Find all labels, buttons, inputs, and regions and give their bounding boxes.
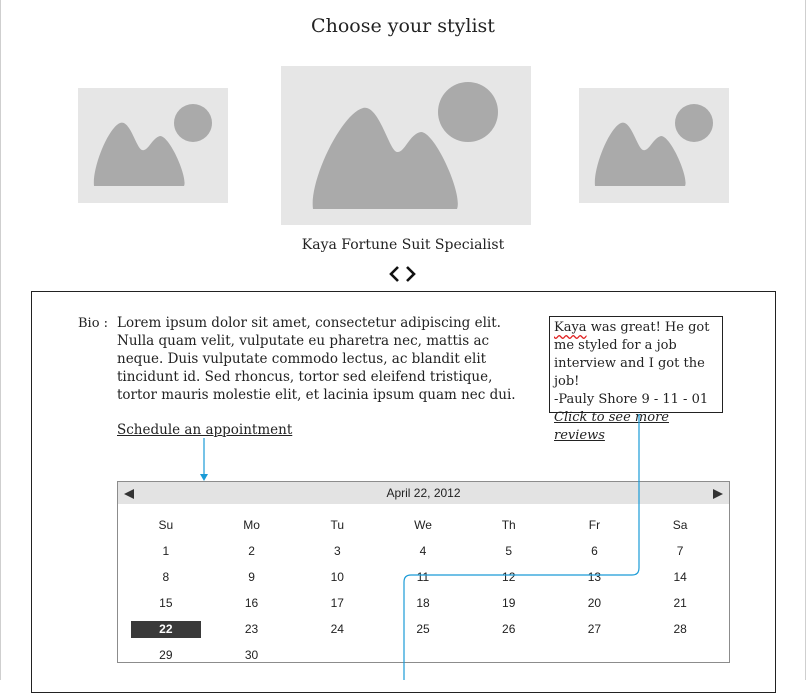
more-reviews-link[interactable]: Click to see more reviews [554, 410, 669, 443]
page-left-border [0, 0, 1, 680]
review-card: Kaya was great! He got me styled for a j… [549, 316, 723, 443]
calendar-day[interactable]: 11 [416, 570, 430, 584]
weekday-header: Sa [672, 518, 688, 532]
chevron-left-icon[interactable] [387, 264, 401, 284]
calendar-day[interactable]: 7 [676, 544, 684, 558]
weekday-header: We [414, 518, 432, 532]
calendar-empty-cell [552, 645, 638, 665]
calendar-day[interactable]: 8 [162, 570, 170, 584]
weekday-header: Th [501, 518, 516, 532]
schedule-appointment-link[interactable]: Schedule an appointment [117, 422, 293, 438]
carousel-nav [387, 264, 419, 284]
stylist-photo-next[interactable] [579, 88, 729, 203]
stylist-name-caption: Kaya Fortune Suit Specialist [301, 237, 505, 253]
calendar-day[interactable]: 27 [587, 622, 602, 636]
calendar-empty-cell [294, 645, 380, 665]
calendar-day[interactable]: 26 [502, 622, 516, 636]
triangle-right-icon[interactable] [712, 487, 724, 499]
calendar-day[interactable]: 13 [587, 570, 602, 584]
review-author: -Pauly Shore 9 - 11 - 01 [554, 392, 709, 407]
appointment-calendar: April 22, 2012 Su Mo Tu We Th Fr Sa 1 2 3 4 5 6 7 8 9 10… [117, 481, 730, 663]
review-text: was great! He got me styled for a job in… [554, 320, 710, 389]
weekday-header: Fr [588, 518, 601, 532]
calendar-day[interactable]: 17 [330, 596, 344, 610]
page-title: Choose your stylist [311, 15, 495, 37]
calendar-day[interactable]: 29 [159, 648, 173, 662]
calendar-day[interactable]: 30 [244, 648, 259, 662]
calendar-day[interactable]: 12 [502, 570, 516, 584]
calendar-day[interactable]: 23 [244, 622, 259, 636]
bio-text: Lorem ipsum dolor sit amet, consectetur … [117, 315, 516, 403]
bio-label: Bio : [78, 316, 109, 331]
calendar-empty-cell [380, 645, 466, 665]
calendar-day-selected[interactable]: 22 [123, 619, 209, 639]
image-placeholder-icon [594, 104, 713, 186]
calendar-day[interactable]: 16 [244, 596, 259, 610]
calendar-day[interactable]: 9 [248, 570, 255, 584]
calendar-day[interactable]: 14 [673, 570, 687, 584]
calendar-day[interactable]: 19 [502, 596, 516, 610]
calendar-day[interactable]: 3 [333, 544, 341, 558]
weekday-header: Mo [243, 518, 260, 532]
review-stylist-name: Kaya [554, 320, 587, 335]
calendar-day[interactable]: 1 [162, 544, 170, 558]
stylist-photo-current[interactable] [281, 66, 531, 225]
calendar-day[interactable]: 5 [505, 544, 513, 558]
calendar-day[interactable]: 10 [330, 570, 344, 584]
calendar-day[interactable]: 6 [591, 544, 598, 558]
calendar-day[interactable]: 25 [416, 622, 430, 636]
calendar-day[interactable]: 2 [248, 544, 255, 558]
stylist-photo-previous[interactable] [78, 88, 228, 203]
calendar-empty-cell [466, 645, 552, 665]
image-placeholder-icon [93, 104, 212, 186]
calendar-day[interactable]: 28 [673, 622, 687, 636]
weekday-header: Tu [330, 518, 345, 532]
triangle-left-icon[interactable] [123, 487, 135, 499]
calendar-day[interactable]: 24 [330, 622, 344, 636]
calendar-empty-cell [637, 645, 723, 665]
image-placeholder-icon [312, 82, 498, 209]
calendar-day[interactable]: 18 [416, 596, 430, 610]
calendar-day[interactable]: 20 [587, 596, 602, 610]
calendar-day[interactable]: 4 [419, 544, 427, 558]
weekday-header: Su [158, 518, 174, 532]
calendar-day[interactable]: 15 [159, 596, 173, 610]
calendar-month-title: April 22, 2012 [386, 486, 461, 500]
calendar-grid: Su Mo Tu We Th Fr Sa 1 2 3 4 5 6 7 8 9 10 11 12 13 14 15 16 17 1… [123, 515, 723, 671]
calendar-day[interactable]: 21 [673, 596, 687, 610]
chevron-right-icon[interactable] [404, 264, 418, 284]
